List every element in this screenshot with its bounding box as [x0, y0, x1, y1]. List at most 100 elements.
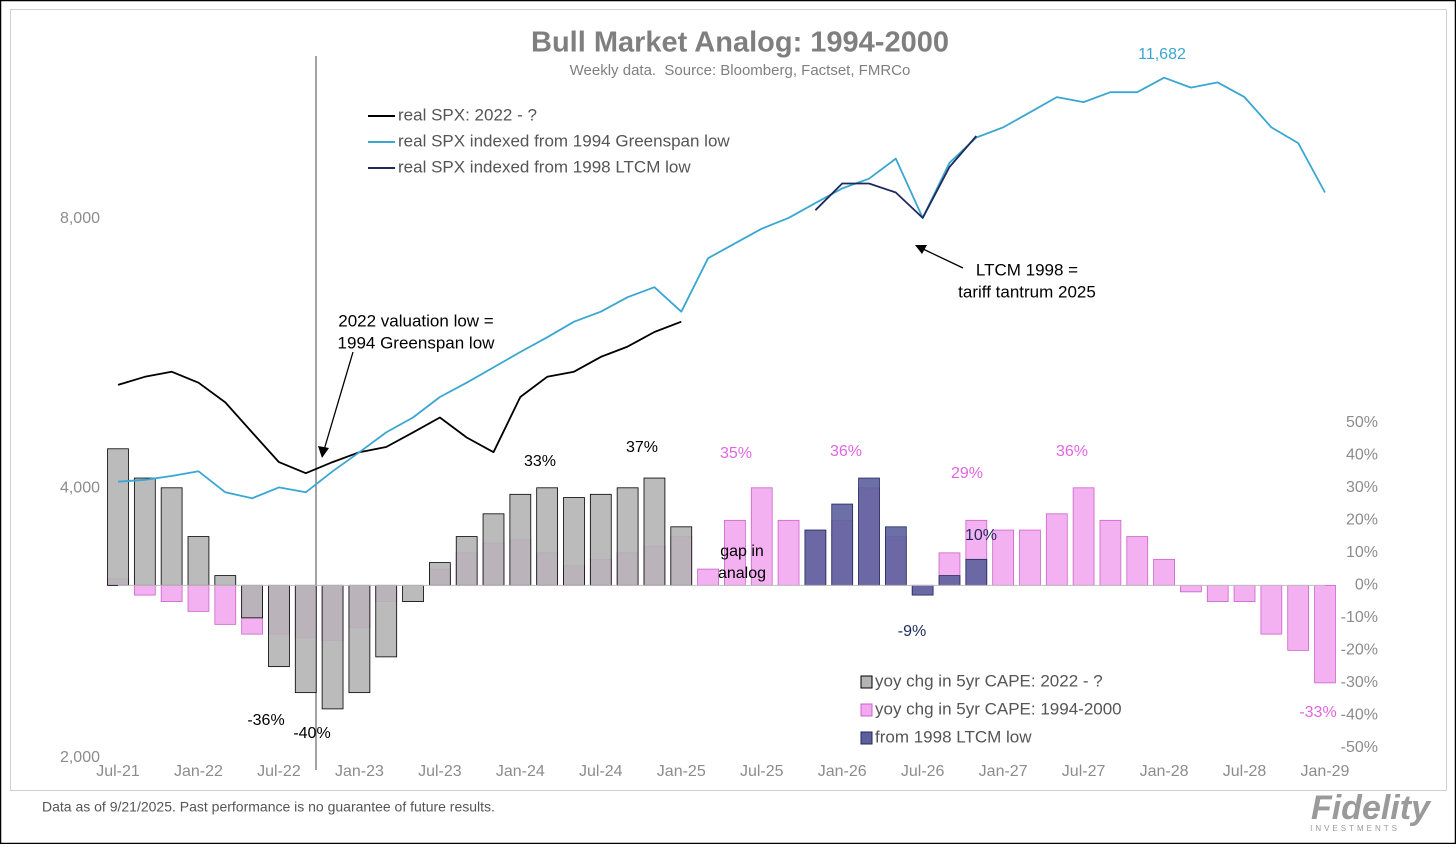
- bar: [160, 584, 183, 603]
- annotation: -40%: [293, 725, 330, 742]
- x-tick-label: Jul-23: [418, 763, 462, 780]
- bar: [670, 526, 693, 586]
- x-tick-label: Jul-24: [579, 763, 623, 780]
- legend-label: yoy chg in 5yr CAPE: 1994-2000: [875, 699, 1122, 718]
- bar: [187, 536, 210, 586]
- plot-frame: [10, 9, 1447, 791]
- bar: [321, 584, 344, 710]
- legend-swatch: [860, 731, 873, 745]
- x-tick-label: Jul-22: [257, 763, 301, 780]
- bar: [1153, 558, 1175, 586]
- y2-tick-label: -30%: [1341, 674, 1378, 691]
- arrowhead: [318, 446, 329, 458]
- annotation: 33%: [524, 453, 556, 470]
- y2-tick-label: -50%: [1341, 739, 1378, 756]
- x-tick-label: Jan-25: [657, 763, 706, 780]
- legend-swatch: [860, 703, 873, 717]
- bar: [1045, 513, 1068, 586]
- y2-tick-label: 0%: [1355, 577, 1378, 594]
- bar: [563, 497, 585, 586]
- bar: [482, 513, 505, 586]
- bar: [187, 584, 210, 612]
- legend-label: real SPX: 2022 - ?: [398, 105, 537, 124]
- bar: [1180, 584, 1202, 593]
- arrow: [323, 351, 354, 451]
- bar: [589, 493, 612, 586]
- arrowhead: [915, 245, 927, 254]
- x-tick-label: Jul-26: [901, 763, 945, 780]
- bar: [1314, 584, 1336, 684]
- chart-title: Bull Market Analog: 1994-2000: [531, 27, 949, 59]
- annotation: 29%: [951, 465, 983, 482]
- y2-tick-label: 30%: [1346, 479, 1378, 496]
- bar: [214, 575, 237, 586]
- bar: [831, 503, 854, 586]
- footnote: Data as of 9/21/2025. Past performance i…: [42, 799, 495, 815]
- legend-label: from 1998 LTCM low: [875, 727, 1032, 746]
- bar: [214, 584, 237, 625]
- bar: [402, 584, 424, 603]
- annotation: 11,682: [1138, 46, 1186, 63]
- annotation: 10%: [965, 527, 997, 544]
- bar: [616, 487, 639, 586]
- legend-label: real SPX indexed from 1994 Greenspan low: [398, 131, 730, 150]
- annotation: analog: [718, 565, 766, 582]
- bar: [1233, 584, 1256, 603]
- annotation: 2022 valuation low =: [338, 311, 494, 330]
- annotation: 36%: [830, 443, 862, 460]
- y2-tick-label: 10%: [1346, 544, 1378, 561]
- annotation: -33%: [1299, 704, 1336, 721]
- bar: [107, 448, 129, 586]
- x-tick-label: Jan-22: [174, 763, 223, 780]
- bar: [1072, 487, 1095, 586]
- logo-sub: INVESTMENTS: [1310, 824, 1400, 833]
- x-tick-label: Jul-27: [1062, 763, 1106, 780]
- bar: [348, 584, 371, 694]
- bar: [804, 529, 827, 586]
- bar: [1126, 536, 1149, 586]
- annotation: gap in: [720, 543, 764, 560]
- line: [814, 135, 977, 219]
- bar: [268, 584, 290, 668]
- x-tick-label: Jul-25: [740, 763, 784, 780]
- chart-subtitle: Weekly data. Source: Bloomberg, Factset,…: [570, 62, 911, 79]
- legend-label: real SPX indexed from 1998 LTCM low: [398, 157, 691, 176]
- x-tick-label: Jan-29: [1301, 763, 1350, 780]
- lines: [117, 76, 1326, 500]
- annotation: 35%: [720, 445, 752, 462]
- y2-tick-label: 20%: [1346, 512, 1378, 529]
- bar: [536, 487, 559, 586]
- y2-tick-label: -10%: [1341, 609, 1378, 626]
- x-tick-label: Jan-23: [335, 763, 384, 780]
- y2-tick-label: 50%: [1346, 414, 1378, 431]
- y2-tick-label: 40%: [1346, 447, 1378, 464]
- annotation: tariff tantrum 2025: [958, 282, 1096, 301]
- y2-tick-label: -20%: [1341, 642, 1378, 659]
- x-tick-label: Jul-21: [96, 763, 140, 780]
- y-tick-label: 8,000: [60, 210, 100, 227]
- bar: [455, 536, 478, 586]
- bar: [375, 584, 398, 658]
- y-tick-label: 2,000: [60, 749, 100, 766]
- legend-label: yoy chg in 5yr CAPE: 2022 - ?: [875, 671, 1103, 690]
- bar: [777, 519, 800, 586]
- bar: [241, 584, 263, 619]
- legend-swatch: [860, 675, 873, 689]
- bar: [643, 477, 666, 586]
- bar: [1287, 584, 1310, 651]
- annotation: -9%: [898, 623, 926, 640]
- x-tick-label: Jan-24: [496, 763, 545, 780]
- x-tick-label: Jan-28: [1140, 763, 1189, 780]
- line: [117, 320, 682, 475]
- bar: [133, 584, 156, 596]
- bar: [965, 558, 988, 586]
- bar: [1019, 529, 1041, 586]
- bar: [884, 526, 907, 586]
- annotation: 37%: [626, 439, 658, 456]
- bar: [1206, 584, 1229, 603]
- bar: [911, 584, 934, 596]
- bar: [294, 584, 317, 694]
- annotation: 1994 Greenspan low: [338, 333, 496, 352]
